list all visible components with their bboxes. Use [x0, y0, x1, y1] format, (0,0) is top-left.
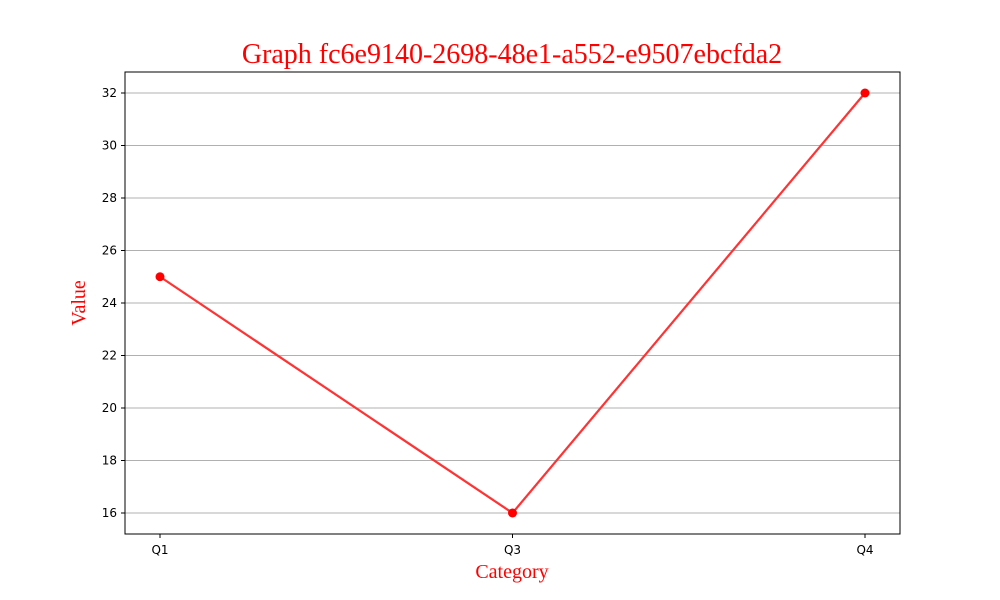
x-axis-ticks: Q1 Q3 Q4 — [151, 534, 874, 557]
y-tick-label: 20 — [102, 401, 117, 415]
y-tick-label: 16 — [102, 506, 117, 520]
x-axis-label: Category — [475, 561, 548, 583]
data-point — [860, 88, 870, 98]
x-tick-label: Q4 — [856, 543, 873, 557]
data-point — [155, 272, 165, 282]
y-tick-label: 24 — [102, 296, 117, 310]
x-tick-label: Q1 — [151, 543, 168, 557]
x-tick-label: Q3 — [504, 543, 521, 557]
y-tick-label: 26 — [102, 244, 117, 258]
y-tick-label: 22 — [102, 349, 117, 363]
gridlines — [125, 92, 900, 514]
y-tick-label: 28 — [102, 191, 117, 205]
y-tick-label: 30 — [102, 139, 117, 153]
y-tick-label: 32 — [102, 86, 117, 100]
y-tick-label: 18 — [102, 454, 117, 468]
chart-title: Graph fc6e9140-2698-48e1-a552-e9507ebcfd… — [242, 39, 782, 70]
data-point — [508, 508, 517, 518]
y-axis-label: Value — [68, 280, 90, 326]
y-axis-ticks: 16 18 20 22 24 26 28 30 32 — [102, 86, 125, 520]
series-layer — [155, 88, 870, 518]
